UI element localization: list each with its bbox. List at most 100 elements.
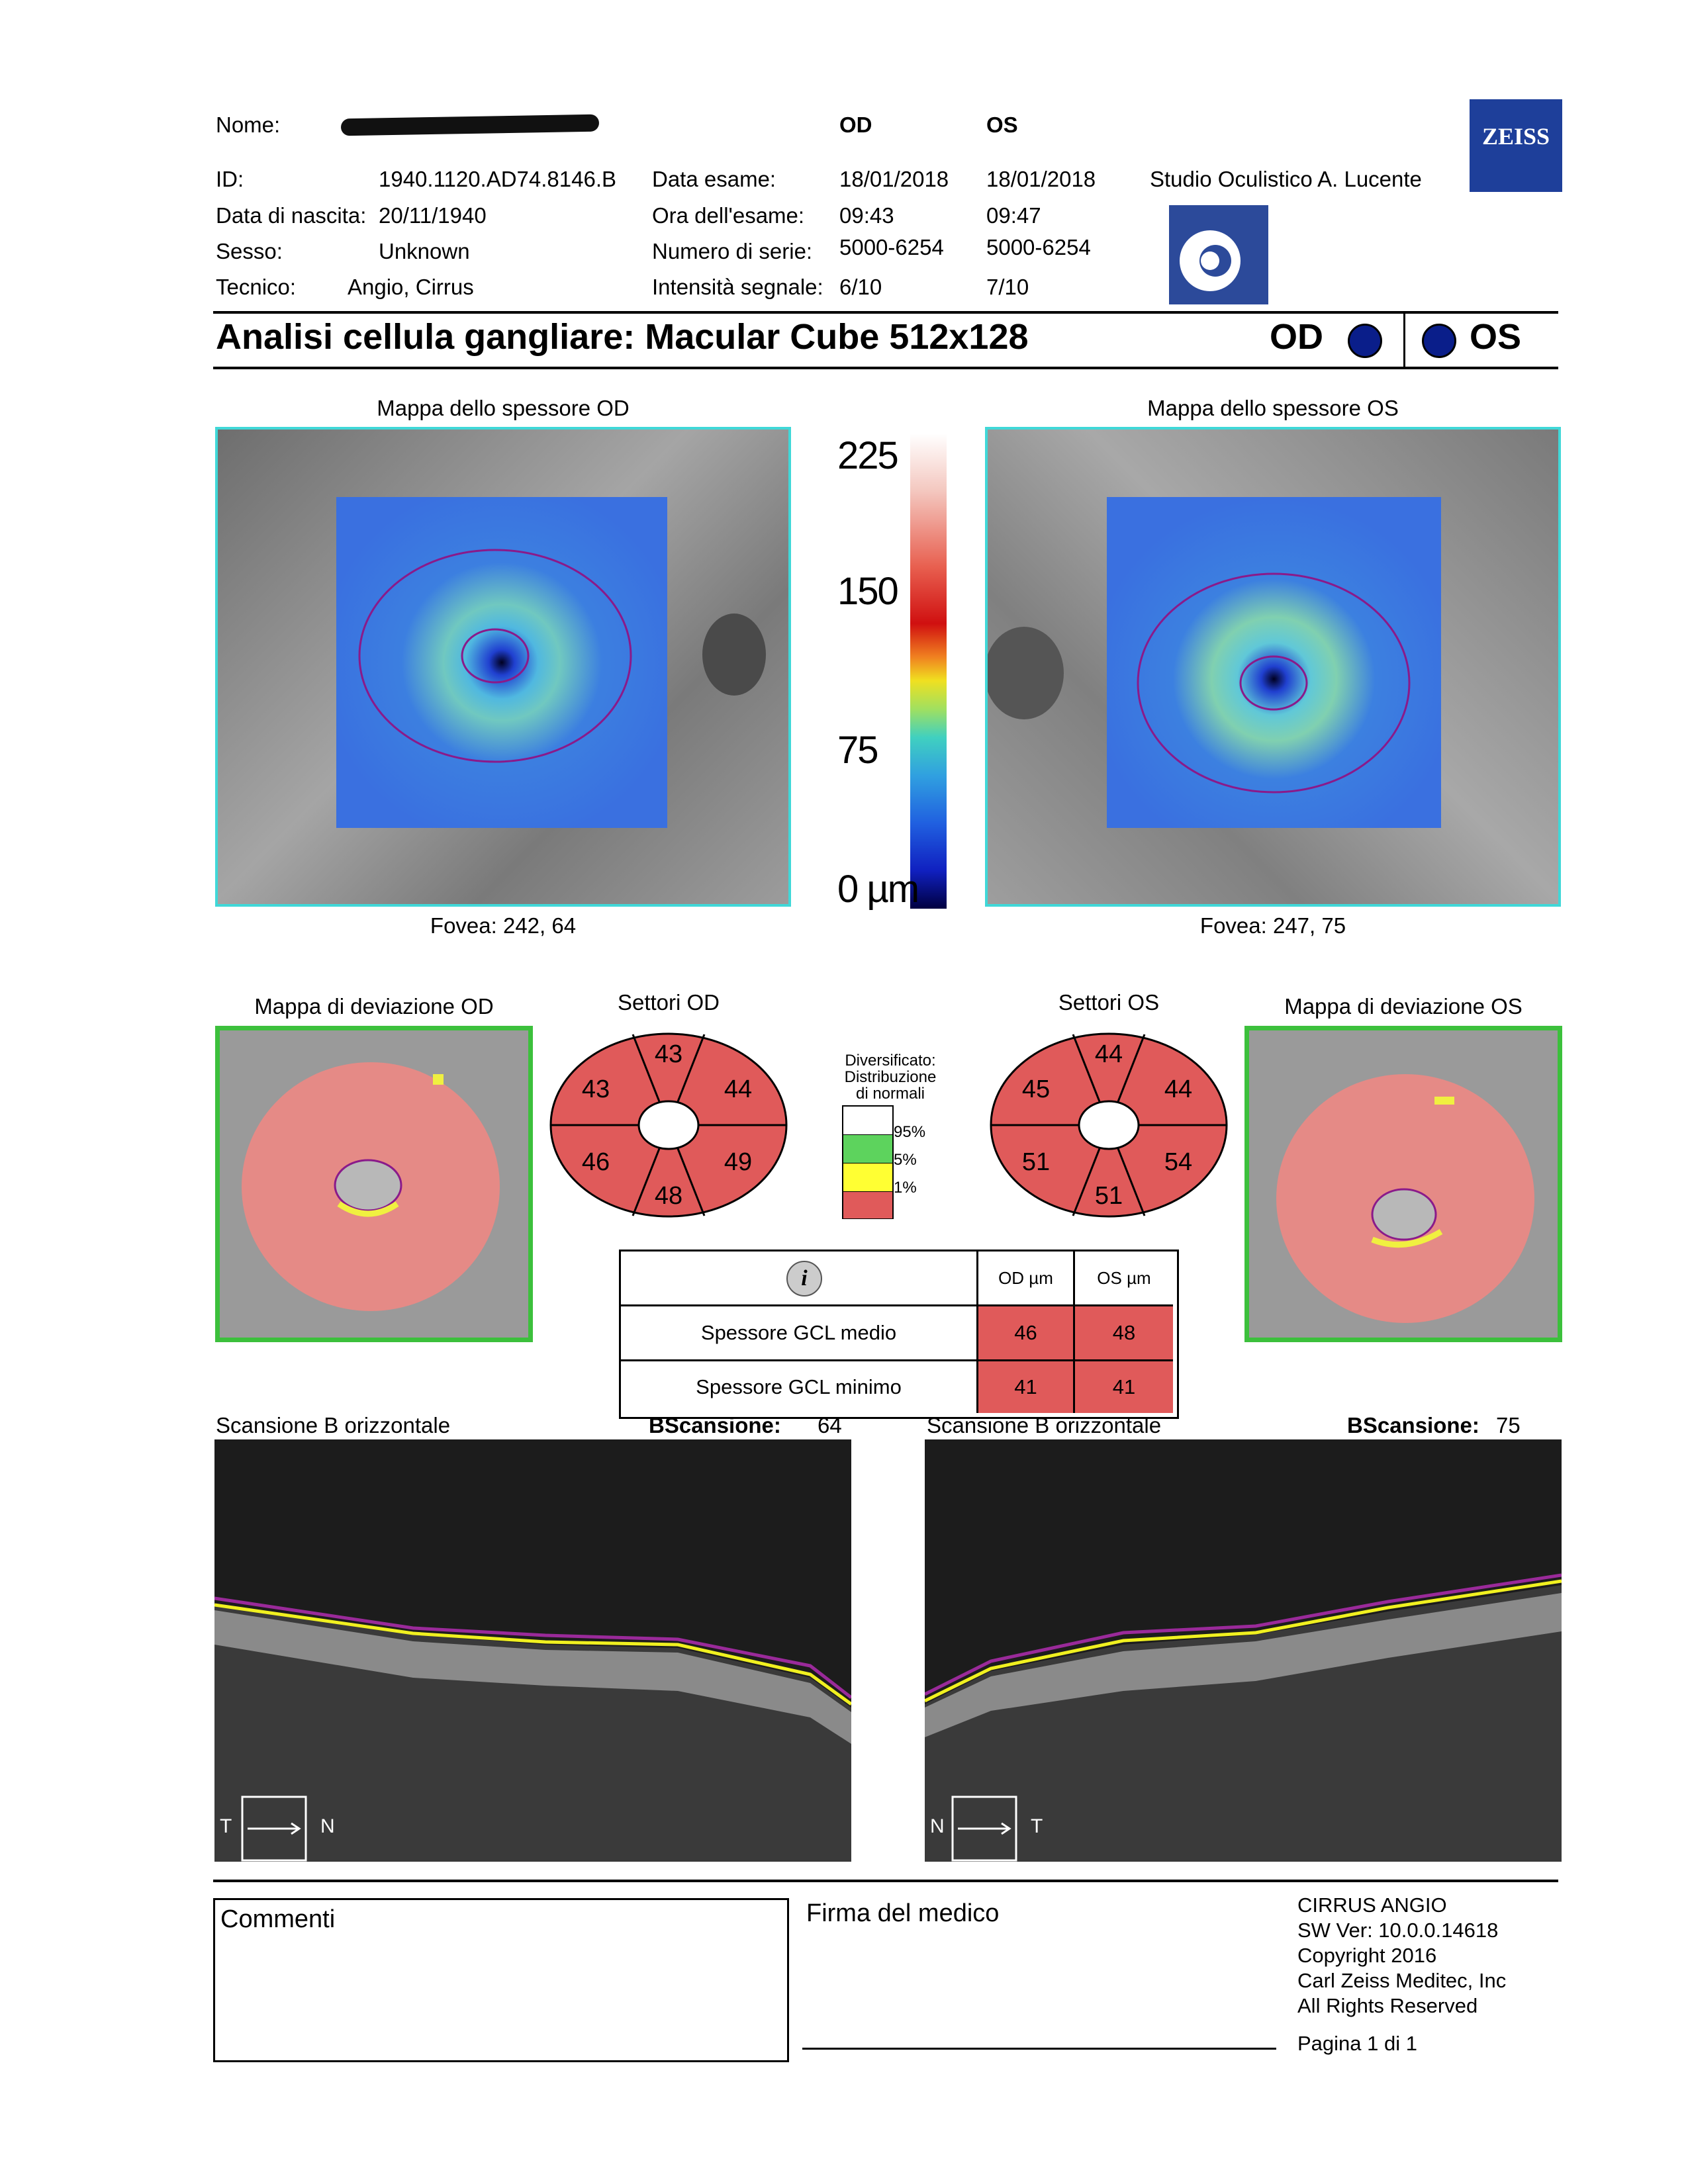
title-rule-bottom <box>213 367 1558 369</box>
gcl-min-os: 41 <box>1075 1361 1173 1413</box>
comments-box[interactable]: Commenti <box>213 1898 789 2062</box>
signal-od: 6/10 <box>839 275 882 299</box>
gcl-min-od: 41 <box>978 1361 1075 1413</box>
os-sector-lower-left: 51 <box>1021 1148 1051 1176</box>
os-thickness-map <box>984 427 1561 907</box>
thickness-color-scale <box>910 433 947 909</box>
os-bscan-image: N T <box>923 1439 1562 1862</box>
signal-label: Intensità segnale: <box>652 275 823 299</box>
od-fovea: Fovea: 242, 64 <box>430 913 577 938</box>
os-bscan-label: BScansione: <box>1347 1413 1479 1437</box>
dob-value: 20/11/1940 <box>379 203 487 228</box>
id-label: ID: <box>216 167 244 191</box>
os-fovea: Fovea: 247, 75 <box>1199 913 1346 938</box>
info-icon[interactable]: i <box>786 1261 822 1297</box>
os-sectors-chart <box>990 1032 1228 1218</box>
gcl-table: i OD µm OS µm Spessore GCL medio 46 48 S… <box>619 1250 1179 1419</box>
software-info-line-2: SW Ver: 10.0.0.14618 <box>1297 1919 1499 1942</box>
os-eye-label: OS <box>1470 317 1522 357</box>
sex-label: Sesso: <box>216 239 283 263</box>
col-os-header: OS µm <box>1075 1251 1173 1306</box>
os-header: OS <box>986 113 1018 137</box>
gcl-mean-od: 46 <box>978 1306 1075 1361</box>
software-info-line-4: Carl Zeiss Meditec, Inc <box>1297 1969 1507 1992</box>
exam-time-os: 09:47 <box>986 203 1041 228</box>
gcl-mean-label: Spessore GCL medio <box>621 1306 978 1361</box>
exam-date-os: 18/01/2018 <box>986 167 1096 191</box>
gcl-mean-os: 48 <box>1075 1306 1173 1361</box>
legend-level-95: 95% <box>894 1123 926 1141</box>
os-deviation-title: Mappa di deviazione OS <box>1284 994 1523 1019</box>
signal-os: 7/10 <box>986 275 1029 299</box>
signature-label: Firma del medico <box>806 1899 1000 1927</box>
od-bscan-label: BScansione: <box>649 1413 781 1437</box>
software-info-line-5: All Rights Reserved <box>1297 1994 1478 2017</box>
footer-rule <box>213 1880 1558 1882</box>
od-sector-bottom: 48 <box>654 1182 683 1210</box>
legend-swatch-yellow <box>843 1163 892 1192</box>
legend-swatch-red <box>843 1192 892 1218</box>
os-sector-lower-right: 54 <box>1164 1148 1193 1176</box>
software-info-line-1: CIRRUS ANGIO <box>1297 1893 1447 1917</box>
od-sector-upper-right: 44 <box>724 1075 753 1103</box>
comments-label: Commenti <box>220 1905 336 1933</box>
os-sectors-title: Settori OS <box>1058 990 1160 1015</box>
os-sector-upper-left: 45 <box>1021 1075 1051 1103</box>
legend-level-1: 1% <box>894 1179 917 1197</box>
exam-date-label: Data esame: <box>652 167 776 191</box>
id-value: 1940.1120.AD74.8146.B <box>379 167 617 191</box>
legend-swatches <box>842 1105 894 1219</box>
od-thickness-title: Mappa dello spessore OD <box>377 396 630 420</box>
os-sector-bottom: 51 <box>1094 1182 1123 1210</box>
legend-title-line-1: Diversificato: <box>845 1052 936 1069</box>
tech-value: Angio, Cirrus <box>348 275 474 299</box>
od-orient-left: T <box>220 1815 232 1837</box>
os-sector-top: 44 <box>1094 1040 1123 1068</box>
od-deviation-title: Mappa di deviazione OD <box>254 994 494 1019</box>
serial-os: 5000-6254 <box>986 235 1091 259</box>
od-sector-lower-left: 46 <box>581 1148 610 1176</box>
exam-time-label: Ora dell'esame: <box>652 203 805 228</box>
od-sector-lower-right: 49 <box>724 1148 753 1176</box>
info-header-cell: i <box>621 1251 978 1306</box>
scale-tick-75: 75 <box>837 729 878 772</box>
exam-time-od: 09:43 <box>839 203 894 228</box>
page-title: Analisi cellula gangliare: Macular Cube … <box>216 317 1029 357</box>
od-bscan-title: Scansione B orizzontale <box>216 1413 451 1437</box>
legend-title-line-3: di normali <box>855 1085 925 1103</box>
od-sectors-chart <box>549 1032 788 1218</box>
od-sectors-title: Settori OD <box>617 990 720 1015</box>
page-number: Pagina 1 di 1 <box>1297 2032 1417 2055</box>
tech-label: Tecnico: <box>216 275 297 299</box>
os-eye-icon <box>1422 324 1456 358</box>
od-bscan-value: 64 <box>818 1413 842 1437</box>
gcl-min-label: Spessore GCL minimo <box>621 1361 978 1413</box>
legend-swatch-white <box>843 1107 892 1135</box>
redacted-name <box>340 114 600 136</box>
od-sector-top: 43 <box>654 1040 683 1068</box>
od-bscan-image: T N <box>214 1439 853 1862</box>
os-thickness-title: Mappa dello spessore OS <box>1147 396 1399 420</box>
os-bscan-value: 75 <box>1496 1413 1521 1437</box>
od-eye-label: OD <box>1270 317 1323 357</box>
os-orient-left: N <box>930 1815 945 1837</box>
scale-tick-150: 150 <box>837 570 899 613</box>
os-deviation-map <box>1244 1026 1562 1342</box>
eye-divider <box>1403 314 1405 367</box>
od-header: OD <box>839 113 872 137</box>
title-rule-top <box>213 311 1558 314</box>
legend-title-line-2: Distribuzione <box>844 1068 937 1086</box>
studio-name: Studio Oculistico A. Lucente <box>1150 167 1422 191</box>
od-thickness-map <box>215 427 791 907</box>
od-orient-right: N <box>320 1815 335 1837</box>
legend-title: Diversificato: Distribuzione di normali <box>818 1052 963 1102</box>
exam-date-od: 18/01/2018 <box>839 167 949 191</box>
studio-logo <box>1169 205 1268 304</box>
od-deviation-map <box>215 1026 533 1342</box>
os-orient-right: T <box>1031 1815 1043 1837</box>
sex-value: Unknown <box>379 239 470 263</box>
od-sector-upper-left: 43 <box>581 1075 610 1103</box>
od-eye-icon <box>1348 324 1382 358</box>
name-label: Nome: <box>216 113 281 137</box>
dob-label: Data di nascita: <box>216 203 367 228</box>
